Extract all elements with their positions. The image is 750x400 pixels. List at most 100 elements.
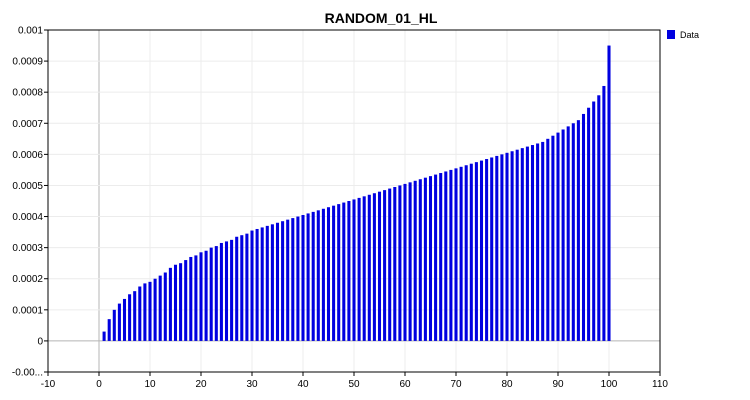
data-bar — [454, 168, 458, 341]
x-tick-label: 0 — [96, 379, 102, 390]
data-bar — [342, 202, 346, 341]
data-bar — [566, 126, 570, 341]
data-bar — [214, 246, 218, 341]
x-tick-label: 80 — [501, 379, 513, 390]
x-tick-label: 90 — [552, 379, 564, 390]
data-bar — [439, 173, 443, 341]
data-bar — [607, 45, 611, 341]
x-tick-label: 50 — [348, 379, 360, 390]
y-tick-label: -0.00... — [12, 368, 43, 379]
data-bar — [138, 286, 142, 341]
y-tick-label: 0.0009 — [12, 57, 43, 68]
data-bar — [352, 199, 356, 341]
data-bar — [520, 148, 524, 341]
data-bar — [245, 233, 249, 341]
data-bar — [602, 85, 606, 341]
x-tick-label: 20 — [195, 379, 207, 390]
data-bar — [403, 183, 407, 341]
data-bar — [153, 278, 157, 341]
data-bar — [184, 260, 188, 341]
data-bar — [291, 218, 295, 341]
data-bar — [265, 225, 269, 341]
data-bar — [541, 141, 545, 341]
data-bar — [505, 152, 509, 341]
data-bar — [581, 113, 586, 341]
data-bar — [490, 157, 494, 341]
data-bar — [281, 221, 285, 341]
data-bar — [326, 207, 331, 341]
data-bar — [556, 132, 560, 341]
data-bar — [122, 298, 127, 341]
data-bar — [240, 235, 244, 341]
y-tick-label: 0.0005 — [12, 181, 43, 192]
data-bar — [296, 216, 300, 341]
y-axis: -0.00... 0 0.0001 0.0002 0.0003 0.0004 0.0005 0… — [12, 26, 48, 379]
y-tick-label: 0.0003 — [12, 243, 43, 254]
data-bar — [199, 252, 203, 341]
data-bar — [362, 196, 366, 341]
data-bar — [449, 169, 453, 341]
y-tick-label: 0.0004 — [12, 212, 43, 223]
data-bar — [485, 159, 489, 341]
x-axis: -10 0 10 20 30 40 50 60 70 80 90 100 110 — [41, 372, 668, 390]
data-bar — [413, 180, 417, 341]
data-bar — [587, 107, 591, 341]
data-bar — [536, 143, 540, 341]
data-bar — [168, 267, 172, 341]
data-bar — [189, 256, 193, 341]
y-tick-label: 0.001 — [18, 26, 43, 37]
data-bar — [219, 242, 223, 341]
x-tick-label: 100 — [601, 379, 618, 390]
data-bar — [275, 222, 280, 341]
data-bar — [107, 319, 111, 341]
x-tick-label: 40 — [297, 379, 309, 390]
data-bar — [143, 283, 147, 341]
data-bar — [224, 241, 229, 341]
data-bar — [597, 95, 601, 341]
data-bar — [286, 219, 290, 341]
data-bar — [133, 291, 137, 341]
data-bar — [112, 309, 116, 341]
bar-series — [102, 45, 611, 341]
data-bar — [347, 201, 351, 341]
data-bar — [372, 193, 376, 341]
data-bar — [163, 272, 167, 341]
data-bar — [301, 214, 305, 341]
data-bar — [255, 228, 259, 341]
y-tick-label: 0.0006 — [12, 150, 43, 161]
data-bar — [551, 135, 555, 341]
data-bar — [495, 155, 499, 341]
data-bar — [459, 166, 463, 341]
data-bar — [117, 303, 121, 341]
data-bar — [515, 149, 519, 341]
data-bar — [576, 120, 580, 341]
data-bar — [377, 191, 382, 341]
data-bar — [408, 182, 412, 341]
data-bar — [311, 211, 315, 341]
data-bar — [357, 197, 361, 341]
legend: Data — [667, 30, 699, 40]
legend-label: Data — [680, 30, 699, 40]
data-bar — [393, 187, 397, 341]
x-tick-label: 10 — [144, 379, 156, 390]
data-bar — [209, 247, 213, 341]
chart-title: RANDOM_01_HL — [325, 10, 438, 26]
data-bar — [561, 129, 565, 341]
data-bar — [260, 227, 264, 341]
x-tick-label: 110 — [652, 379, 668, 390]
x-tick-label: 70 — [450, 379, 462, 390]
data-bar — [306, 213, 310, 341]
data-bar — [525, 146, 529, 341]
data-bar — [428, 176, 433, 341]
data-bar — [321, 208, 325, 341]
data-bar — [464, 165, 468, 341]
x-tick-label: 30 — [246, 379, 258, 390]
y-tick-label: 0.0001 — [12, 305, 43, 316]
data-bar — [316, 210, 320, 341]
data-bar — [444, 171, 448, 341]
data-bar — [388, 188, 392, 341]
y-tick-label: 0 — [37, 336, 43, 347]
data-bar — [434, 174, 438, 341]
data-bar — [510, 151, 514, 341]
